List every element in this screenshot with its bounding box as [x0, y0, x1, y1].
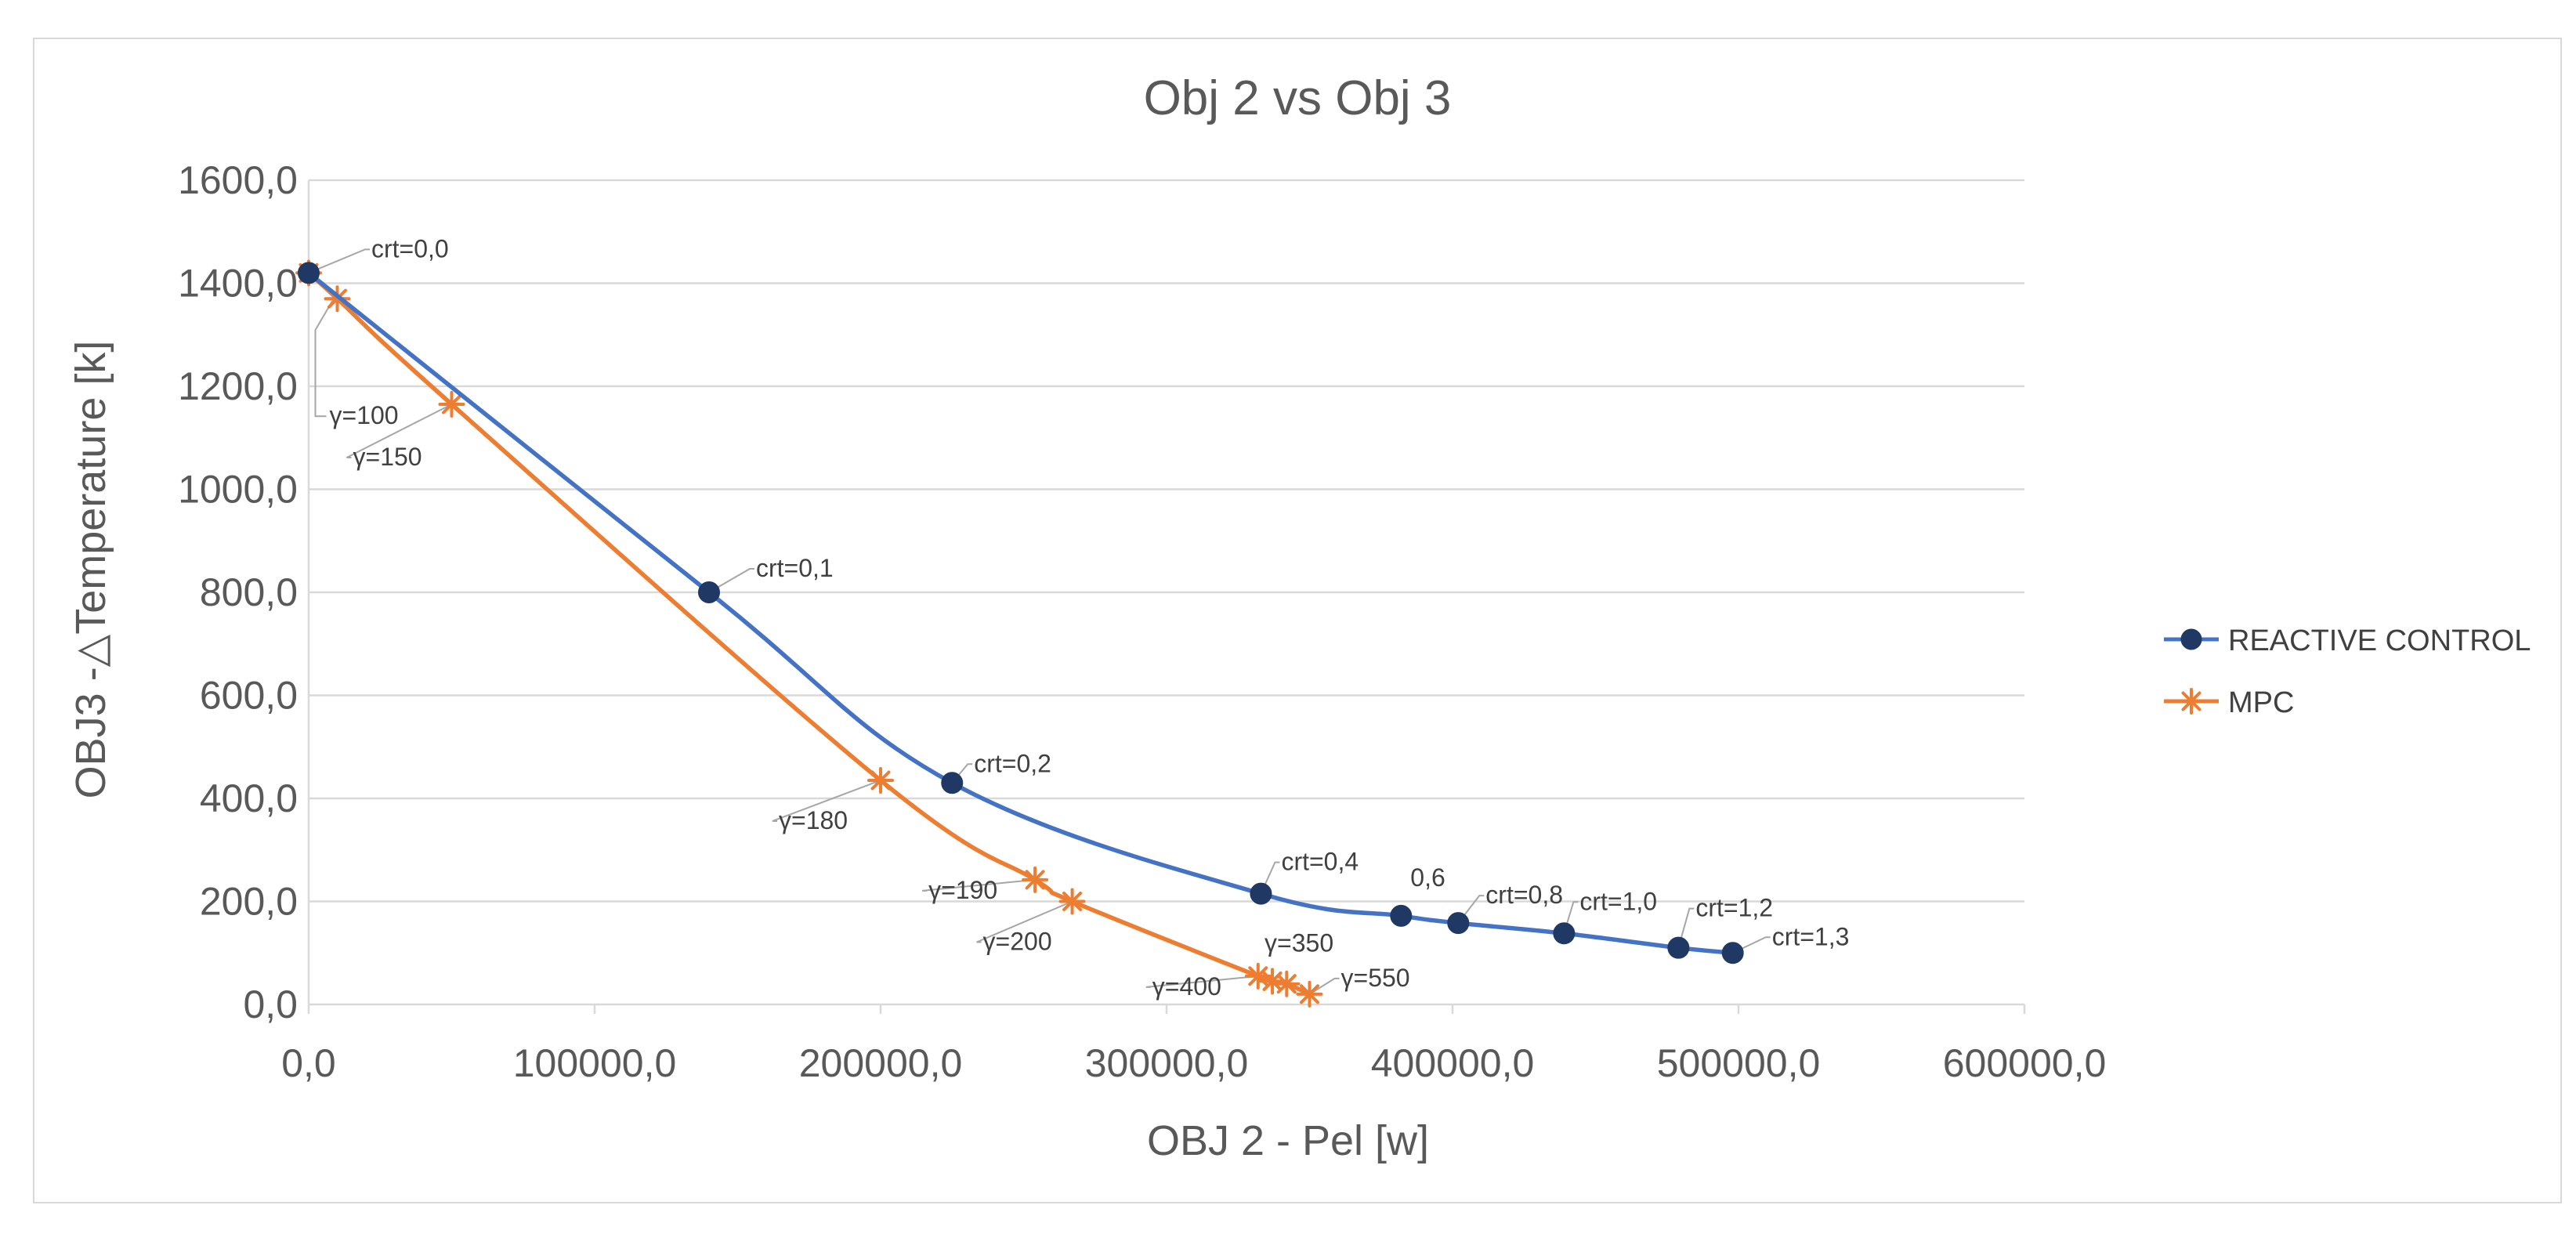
- data-label: γ=100: [330, 401, 399, 429]
- chart-canvas: 0,0 200,0 400,0 600,0 800,0 1000,0 1200,0 1400,…: [67, 71, 2531, 1164]
- data-label: crt=1,2: [1695, 894, 1773, 922]
- x-tick-label: 100000,0: [513, 1041, 677, 1085]
- data-label: crt=0,4: [1281, 848, 1359, 876]
- chart-legend: REACTIVE CONTROL MPC: [2164, 624, 2531, 719]
- y-tick-label: 1400,0: [178, 262, 298, 306]
- data-label-leader: [922, 878, 1036, 892]
- chart-frame: 0,0 200,0 400,0 600,0 800,0 1000,0 1200,0 1400,…: [33, 38, 2562, 1203]
- y-tick-label: 600,0: [200, 674, 298, 718]
- data-point-reactive-control: [1447, 912, 1470, 935]
- data-label-leader: [1145, 975, 1258, 988]
- x-tick-label: 200000,0: [799, 1041, 963, 1085]
- data-label: crt=0,2: [974, 749, 1051, 777]
- data-point-reactive-control: [298, 262, 320, 284]
- data-label-leader: [708, 568, 754, 593]
- legend-marker-circle: [2180, 628, 2202, 650]
- data-point-mpc: [1296, 980, 1323, 1008]
- data-label-leader: [308, 248, 370, 274]
- data-label: γ=150: [353, 443, 422, 471]
- y-tick-label: 1000,0: [178, 468, 298, 512]
- data-label-leader: [1677, 907, 1695, 948]
- x-tick-label: 400000,0: [1371, 1041, 1535, 1085]
- data-label: crt=1,3: [1772, 922, 1850, 950]
- y-tick-label: 400,0: [200, 776, 298, 820]
- y-tick-label: 800,0: [200, 570, 298, 614]
- data-label: crt=0,0: [371, 234, 449, 262]
- data-point-reactive-control: [698, 581, 720, 603]
- x-tick-label: 0,0: [281, 1041, 336, 1085]
- data-label: crt=1,0: [1579, 887, 1657, 915]
- data-point-mpc: [1058, 888, 1086, 915]
- data-label-leader: [1260, 861, 1280, 895]
- legend-label-mpc: MPC: [2228, 686, 2294, 719]
- data-label: crt=0,1: [756, 554, 834, 582]
- data-point-mpc: [438, 391, 465, 418]
- data-label: γ=550: [1341, 964, 1410, 992]
- data-label-leader: [1457, 895, 1485, 924]
- y-axis-title: OBJ3 -△Temperature [k]: [67, 341, 114, 799]
- data-point-reactive-control: [1390, 904, 1413, 927]
- data-point-reactive-control: [1667, 936, 1690, 959]
- x-tick-label: 500000,0: [1657, 1041, 1821, 1085]
- y-tick-label: 0,0: [243, 982, 298, 1026]
- data-label: γ=180: [779, 806, 848, 834]
- data-point-mpc: [1022, 866, 1049, 893]
- data-label: γ=190: [928, 876, 997, 904]
- y-tick-label: 200,0: [200, 880, 298, 924]
- data-label-leader: [314, 291, 338, 418]
- data-label-leader: [976, 900, 1073, 943]
- chart-title: Obj 2 vs Obj 3: [1144, 71, 1452, 125]
- data-label-leader: [1308, 977, 1340, 995]
- legend-marker-star: [2178, 688, 2205, 715]
- x-axis-title: OBJ 2 - Pel [w]: [1147, 1117, 1429, 1164]
- data-point-mpc: [1273, 970, 1301, 997]
- data-label-leader: [1732, 936, 1771, 954]
- data-label: γ=200: [983, 928, 1052, 956]
- data-point-reactive-control: [1721, 942, 1744, 964]
- legend-star-glyph: [2178, 688, 2205, 715]
- legend-entry-reactive-control: REACTIVE CONTROL: [2164, 624, 2531, 657]
- y-tick-label: 1600,0: [178, 158, 298, 202]
- x-tick-label: 300000,0: [1085, 1041, 1249, 1085]
- legend-entry-mpc: MPC: [2164, 686, 2294, 719]
- data-label: γ=350: [1264, 928, 1333, 957]
- x-tick-label: 600000,0: [1943, 1041, 2107, 1085]
- data-label: crt=0,8: [1485, 881, 1563, 909]
- y-tick-label: 1200,0: [178, 364, 298, 408]
- data-label: γ=400: [1152, 972, 1221, 1001]
- legend-label-reactive-control: REACTIVE CONTROL: [2228, 624, 2531, 657]
- data-point-reactive-control: [1250, 882, 1272, 905]
- series-line-mpc: [307, 271, 1311, 997]
- series-line-reactive-control: [307, 271, 1733, 955]
- data-label-leader: [346, 403, 452, 459]
- data-point-mpc: [867, 766, 894, 794]
- data-point-reactive-control: [1553, 922, 1576, 945]
- data-label-leader: [772, 780, 881, 822]
- data-point-reactive-control: [941, 772, 964, 794]
- data-label: 0,6: [1410, 863, 1445, 892]
